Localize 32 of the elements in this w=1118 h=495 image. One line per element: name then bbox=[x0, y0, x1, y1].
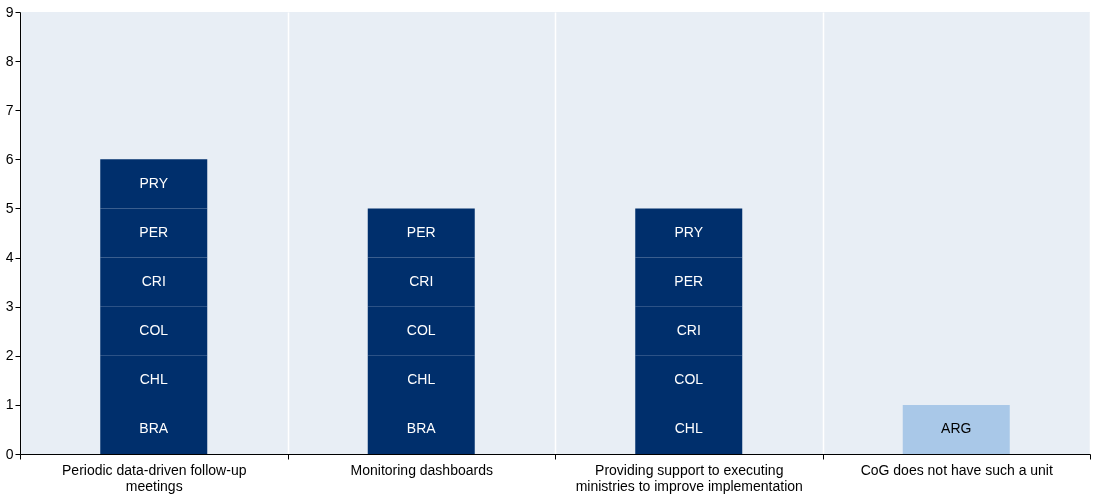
x-tick-label: CoG does not have such a unit bbox=[860, 461, 1053, 478]
data-label: CRI bbox=[141, 273, 166, 290]
data-label: PER bbox=[674, 273, 704, 290]
data-label: COL bbox=[406, 322, 436, 339]
data-label: COL bbox=[674, 371, 704, 388]
y-tick-label: 6 bbox=[5, 150, 14, 167]
data-label: CRI bbox=[676, 322, 701, 339]
data-label: BRA bbox=[406, 420, 437, 437]
bar bbox=[902, 404, 1010, 454]
x-tick-label: Monitoring dashboards bbox=[350, 461, 493, 478]
y-tick-label: 9 bbox=[5, 3, 14, 20]
x-tick-label: Periodic data-driven follow-up meetings bbox=[62, 461, 247, 494]
data-label: CHL bbox=[407, 371, 436, 388]
y-tick-label: 8 bbox=[5, 52, 14, 69]
y-tick-label: 0 bbox=[5, 445, 14, 462]
data-label: CHL bbox=[139, 371, 168, 388]
data-label: CRI bbox=[409, 273, 434, 290]
data-label: PRY bbox=[139, 174, 169, 191]
y-tick-label: 5 bbox=[5, 199, 14, 216]
y-tick-label: 3 bbox=[5, 298, 14, 315]
data-label: BRA bbox=[139, 420, 169, 437]
data-label: PER bbox=[406, 224, 436, 240]
y-tick-label: 1 bbox=[5, 396, 14, 413]
x-tick-label: Providing support to executing ministries to improve implementation bbox=[575, 461, 803, 494]
data-label: PRY bbox=[674, 224, 704, 240]
data-label: COL bbox=[139, 322, 169, 339]
data-label: CHL bbox=[674, 420, 703, 437]
y-tick-label: 7 bbox=[5, 101, 14, 118]
y-tick-label: 4 bbox=[5, 249, 14, 266]
data-label: PER bbox=[139, 224, 169, 240]
y-tick-label: 2 bbox=[5, 347, 14, 364]
data-label: ARG bbox=[941, 420, 972, 437]
